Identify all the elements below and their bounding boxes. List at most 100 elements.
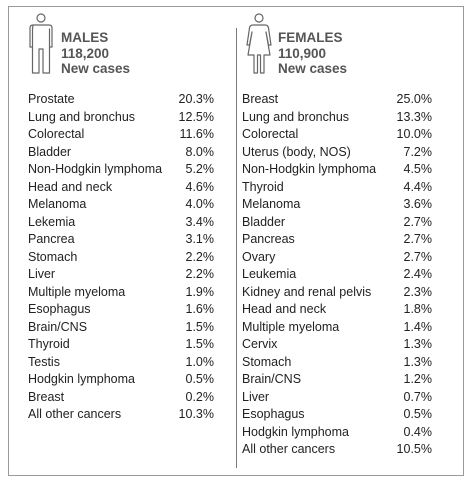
females-subtitle: New cases [278, 61, 348, 76]
cancer-type-label: Esophagus [242, 407, 305, 421]
percentage-value: 4.4% [403, 179, 433, 194]
percentage-value: 2.7% [403, 232, 433, 246]
percentage-value: 1.0% [185, 354, 215, 369]
list-item: Melanoma 3.6% [242, 196, 432, 214]
percentage-value: 2.7% [403, 249, 433, 264]
list-item: Liver 0.7% [242, 389, 432, 407]
list-item: Head and neck 4.6% [28, 179, 214, 197]
list-item: Melanoma 4.0% [28, 196, 214, 214]
cancer-type-label: Hodgkin lymphoma [242, 424, 349, 439]
list-item: Brain/CNS 1.2% [242, 371, 432, 389]
females-title: FEMALES [278, 30, 343, 45]
list-item: Kidney and renal pelvis 2.3% [242, 284, 432, 302]
list-item: Cervix 1.3% [242, 336, 432, 354]
list-item: Multiple myeloma 1.4% [242, 319, 432, 337]
males-cancer-list: Prostate 20.3% Lung and bronchus 12.5% Color… [28, 91, 214, 424]
cancer-type-label: Cervix [242, 337, 278, 351]
cancer-type-label: Colorectal [242, 127, 299, 141]
list-item: Uterus (body, NOS) 7.2% [242, 144, 432, 162]
percentage-value: 8.0% [185, 144, 215, 159]
percentage-value: 2.7% [403, 214, 433, 229]
cancer-type-label: Melanoma [242, 197, 301, 211]
percentage-value: 2.3% [403, 284, 433, 299]
cancer-type-label: Thyroid [28, 337, 70, 351]
cancer-type-label: Pancrea [28, 232, 75, 246]
percentage-value: 0.5% [403, 407, 433, 421]
list-item: Breast 0.2% [28, 389, 214, 407]
percentage-value: 25.0% [396, 92, 432, 106]
percentage-value: 1.2% [403, 372, 433, 386]
list-item: Pancreas 2.7% [242, 231, 432, 249]
cancer-type-label: Leukemia [242, 267, 297, 281]
list-item: Testis 1.0% [28, 354, 214, 372]
list-item: Esophagus 1.6% [28, 301, 214, 319]
list-item: Stomach 2.2% [28, 249, 214, 267]
list-item: Breast 25.0% [242, 91, 432, 109]
list-item: Esophagus 0.5% [242, 406, 432, 424]
list-item: Lekemia 3.4% [28, 214, 214, 232]
females-header-text: FEMALES 110,900 New cases [278, 30, 347, 77]
females-header: FEMALES 110,900 New cases [242, 8, 442, 78]
list-item: Lung and bronchus 12.5% [28, 109, 214, 127]
female-figure-icon [246, 13, 272, 74]
cancer-type-label: Lung and bronchus [242, 109, 350, 124]
cancer-type-label: All other cancers [242, 442, 336, 456]
females-cancer-list: Breast 25.0% Lung and bronchus 13.3% Colorec… [242, 91, 432, 459]
column-divider [236, 28, 237, 468]
percentage-value: 1.6% [185, 302, 215, 316]
percentage-value: 2.2% [185, 267, 215, 281]
cancer-type-label: Hodgkin lymphoma [28, 372, 135, 386]
list-item: Non-Hodgkin lymphoma 4.5% [242, 161, 432, 179]
cancer-type-label: Colorectal [28, 127, 85, 141]
percentage-value: 2.2% [185, 249, 215, 264]
males-count: 118,200 [61, 45, 110, 61]
percentage-value: 12.5% [178, 109, 214, 124]
cancer-type-label: Prostate [28, 92, 75, 106]
percentage-value: 7.2% [403, 144, 433, 159]
cancer-type-label: Non-Hodgkin lymphoma [242, 162, 377, 176]
cancer-type-label: Bladder [28, 144, 72, 159]
cancer-type-label: Stomach [242, 354, 292, 369]
percentage-value: 0.4% [403, 424, 433, 439]
list-item: Thyroid 1.5% [28, 336, 214, 354]
list-item: Colorectal 11.6% [28, 126, 214, 144]
cancer-type-label: Pancreas [242, 232, 295, 246]
list-item: Brain/CNS 1.5% [28, 319, 214, 337]
males-title: MALES [61, 30, 109, 45]
list-item: Colorectal 10.0% [242, 126, 432, 144]
percentage-value: 1.4% [403, 319, 433, 334]
percentage-value: 11.6% [179, 127, 214, 141]
percentage-value: 5.2% [185, 162, 215, 176]
cancer-type-label: Breast [28, 389, 65, 404]
percentage-value: 1.9% [185, 284, 215, 299]
list-item: Hodgkin lymphoma 0.5% [28, 371, 214, 389]
list-item: Lung and bronchus 13.3% [242, 109, 432, 127]
females-count: 110,900 [278, 45, 327, 61]
cancer-type-label: Bladder [242, 214, 286, 229]
cancer-type-label: Lekemia [28, 214, 76, 229]
cancer-type-label: Kidney and renal pelvis [242, 284, 372, 299]
cancer-type-label: Non-Hodgkin lymphoma [28, 162, 163, 176]
males-header: MALES 118,200 New cases [28, 8, 228, 78]
cancer-type-label: Liver [242, 389, 270, 404]
cancer-type-label: Uterus (body, NOS) [242, 144, 351, 159]
cancer-type-label: Multiple myeloma [28, 284, 126, 299]
list-item: Thyroid 4.4% [242, 179, 432, 197]
males-subtitle: New cases [61, 61, 131, 76]
percentage-value: 2.4% [403, 267, 433, 281]
cancer-type-label: Testis [28, 354, 60, 369]
percentage-value: 10.3% [178, 407, 214, 421]
cancer-type-label: Ovary [242, 249, 276, 264]
cancer-type-label: Esophagus [28, 302, 91, 316]
list-item: Bladder 2.7% [242, 214, 432, 232]
percentage-value: 1.3% [403, 337, 433, 351]
percentage-value: 0.7% [403, 389, 433, 404]
cancer-type-label: Multiple myeloma [242, 319, 340, 334]
percentage-value: 1.3% [403, 354, 433, 369]
cancer-type-label: Thyroid [242, 179, 284, 194]
percentage-value: 1.5% [185, 337, 215, 351]
list-item: All other cancers 10.5% [242, 441, 432, 459]
list-item: Stomach 1.3% [242, 354, 432, 372]
males-header-text: MALES 118,200 New cases [61, 30, 130, 77]
cancer-type-label: Melanoma [28, 197, 87, 211]
